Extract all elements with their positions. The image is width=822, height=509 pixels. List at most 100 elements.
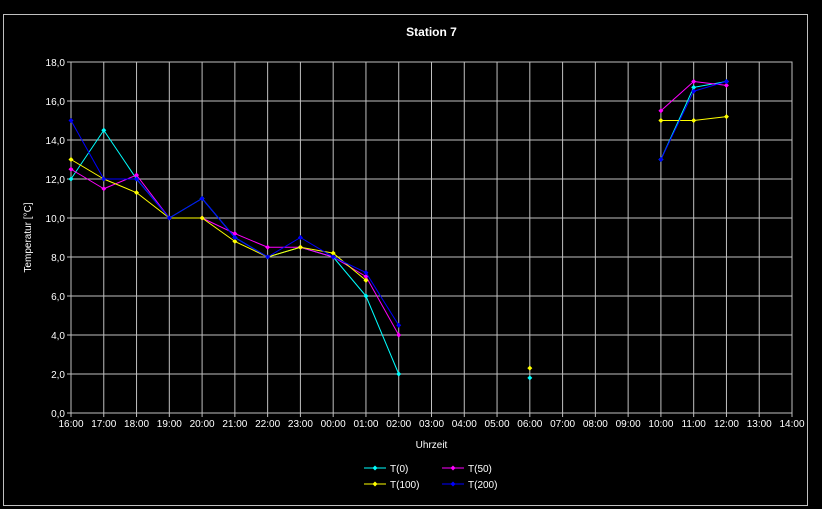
- series-T(200): [68, 79, 729, 328]
- x-tick-label: 06:00: [517, 419, 542, 430]
- data-point: [68, 118, 74, 123]
- series-segment: [660, 81, 695, 112]
- data-point: [199, 215, 205, 221]
- data-point: [330, 250, 336, 256]
- series-segment: [103, 178, 137, 194]
- series-segment: [103, 129, 137, 180]
- x-tick-label: 04:00: [452, 419, 477, 430]
- data-point: [68, 166, 74, 172]
- data-point: [396, 371, 402, 377]
- y-tick-label: 2,0: [51, 370, 65, 381]
- x-tick-label: 09:00: [616, 419, 641, 430]
- legend-marker: [372, 465, 378, 471]
- data-point: [232, 238, 238, 244]
- data-point: [232, 231, 238, 237]
- series-segment: [70, 129, 105, 180]
- legend-item: T(0): [364, 464, 408, 475]
- series-segment: [365, 276, 400, 336]
- data-point: [265, 254, 271, 260]
- x-tick-label: 05:00: [485, 419, 510, 430]
- x-tick-label: 10:00: [648, 419, 673, 430]
- data-point: [363, 270, 369, 276]
- data-point: [297, 244, 303, 250]
- data-point: [134, 190, 140, 196]
- data-point: [527, 365, 533, 371]
- chart-title: Station 7: [406, 25, 457, 39]
- data-point: [723, 79, 729, 84]
- data-point: [723, 82, 729, 88]
- data-point: [68, 157, 74, 162]
- data-point: [363, 277, 369, 283]
- data-point: [691, 84, 697, 90]
- x-tick-label: 00:00: [321, 419, 346, 430]
- data-point: [68, 176, 74, 182]
- series-segment: [103, 174, 137, 190]
- x-tick-label: 22:00: [255, 419, 280, 430]
- legend-marker: [450, 465, 456, 471]
- data-point: [330, 254, 336, 260]
- series-segment: [332, 252, 367, 281]
- series-segment: [660, 91, 695, 160]
- series-segment: [70, 168, 105, 190]
- legend-item: T(100): [364, 480, 419, 491]
- x-tick-label: 17:00: [91, 419, 116, 430]
- data-point: [691, 118, 697, 123]
- series-segment: [234, 240, 268, 258]
- y-tick-label: 16,0: [46, 97, 66, 108]
- x-tick-label: 11:00: [682, 419, 707, 430]
- data-point: [658, 108, 664, 114]
- series-segment: [365, 295, 400, 375]
- x-tick-label: 20:00: [190, 419, 215, 430]
- data-point: [723, 114, 729, 120]
- data-point: [691, 79, 697, 84]
- data-point: [199, 196, 205, 201]
- legend-marker: [372, 481, 378, 487]
- legend-item: T(200): [442, 480, 497, 491]
- y-tick-label: 6,0: [51, 292, 65, 303]
- x-tick-label: 18:00: [124, 419, 149, 430]
- legend-label: T(100): [390, 480, 419, 491]
- series-segment: [693, 81, 727, 92]
- data-point: [691, 88, 697, 94]
- x-tick-label: 08:00: [583, 419, 608, 430]
- data-point: [101, 127, 107, 133]
- y-tick-label: 8,0: [51, 253, 65, 264]
- series-segment: [693, 116, 727, 121]
- x-tick-label: 16:00: [58, 419, 83, 430]
- y-tick-label: 14,0: [46, 136, 66, 147]
- series-segment: [300, 246, 334, 254]
- data-point: [658, 157, 664, 162]
- series-segment: [332, 256, 367, 274]
- x-tick-label: 23:00: [288, 419, 313, 430]
- x-tick-label: 19:00: [157, 419, 182, 430]
- series-segment: [234, 233, 268, 248]
- data-point: [134, 176, 140, 182]
- series-segment: [136, 178, 170, 219]
- x-tick-label: 02:00: [386, 419, 411, 430]
- series-segment: [169, 198, 203, 219]
- series-segment: [70, 120, 105, 180]
- x-tick-label: 14:00: [779, 419, 804, 430]
- y-tick-label: 4,0: [51, 331, 65, 342]
- chart-frame: Station 7 0,0 2,0 4,0 6,0 8,0 10,0 12,0 14,0 16,…: [3, 14, 808, 506]
- data-point: [101, 176, 107, 182]
- series-segment: [136, 192, 170, 219]
- x-tick-label: 13:00: [747, 419, 772, 430]
- series-segment: [693, 81, 727, 86]
- x-tick-label: 21:00: [222, 419, 247, 430]
- data-point: [265, 244, 271, 250]
- series: [68, 79, 729, 381]
- series-segment: [365, 272, 400, 326]
- series-segment: [70, 159, 105, 180]
- series-segment: [267, 237, 301, 258]
- series-segment: [201, 217, 236, 242]
- grid: [71, 62, 792, 413]
- series-segment: [300, 246, 334, 258]
- series-segment: [201, 198, 236, 238]
- y-tick-label: 0,0: [51, 409, 65, 420]
- y-axis-label: Temperatur [°C]: [23, 202, 34, 272]
- x-tick-label: 01:00: [353, 419, 378, 430]
- x-axis-label: Uhrzeit: [416, 440, 448, 451]
- y-tick-label: 12,0: [46, 175, 66, 186]
- legend-label: T(50): [468, 464, 492, 475]
